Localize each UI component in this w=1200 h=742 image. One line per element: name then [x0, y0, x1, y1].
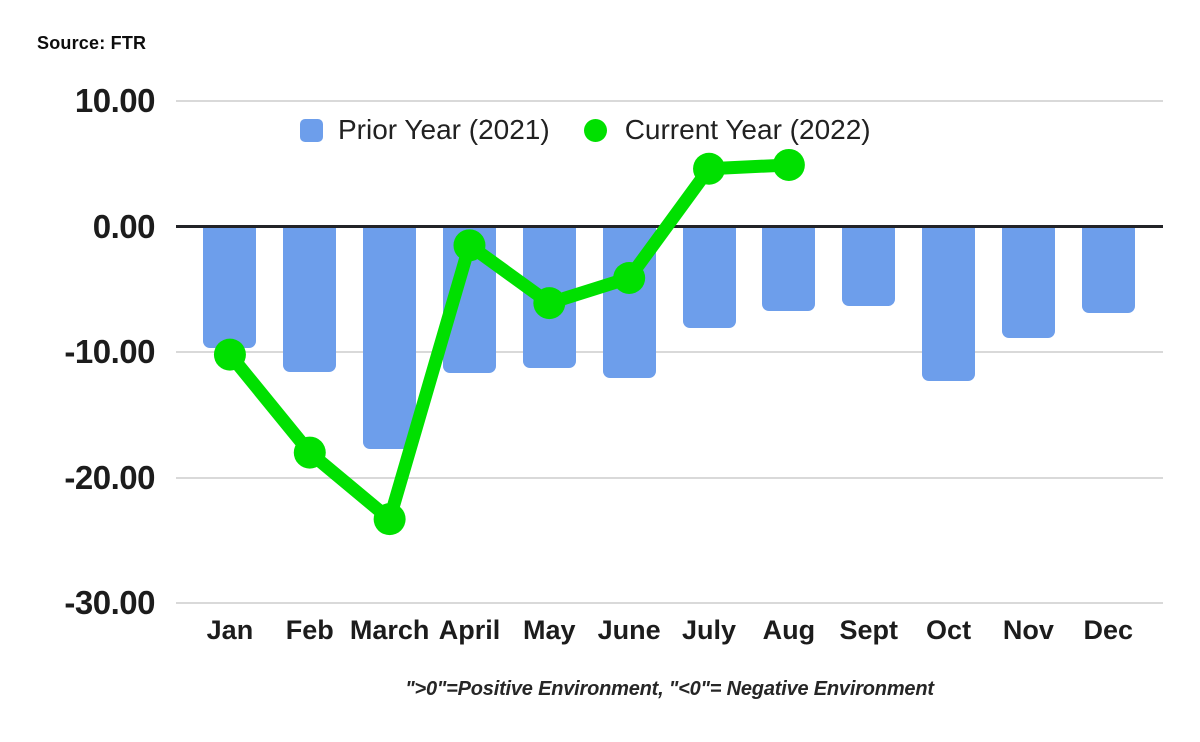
month-label-june: June — [597, 615, 661, 645]
bar-march — [363, 226, 417, 449]
legend-label-prior-year: Prior Year (2021) — [338, 114, 550, 145]
data-point-aug — [772, 148, 805, 181]
bar-june — [602, 226, 656, 379]
y-tick-label-10.00: 10.00 — [74, 81, 156, 119]
legend-swatch-current-year — [583, 118, 607, 142]
bar-nov — [1001, 226, 1055, 339]
source-label: Source: FTR — [37, 33, 147, 53]
bar-feb — [283, 226, 337, 373]
legend-swatch-prior-year — [300, 118, 323, 142]
month-label-sept: Sept — [839, 615, 898, 645]
bar-sept — [842, 226, 896, 306]
gridline-10.00 — [176, 99, 1163, 102]
month-label-april: April — [438, 615, 501, 645]
y-tick-label-0.00: 0.00 — [92, 207, 156, 245]
gridline--20.00 — [176, 476, 1163, 479]
zero-axis-line — [176, 225, 1163, 228]
bar-july — [682, 226, 736, 329]
data-point-feb — [293, 436, 326, 469]
month-label-jan: Jan — [206, 615, 254, 645]
bar-jan — [203, 226, 257, 349]
month-label-dec: Dec — [1083, 615, 1134, 645]
gridline--30.00 — [176, 602, 1163, 605]
month-label-may: May — [523, 615, 576, 645]
bar-aug — [762, 226, 816, 311]
data-point-july — [693, 152, 726, 185]
bar-dec — [1081, 226, 1135, 314]
month-label-nov: Nov — [1002, 615, 1054, 645]
bar-may — [522, 226, 576, 369]
month-label-july: July — [682, 615, 737, 645]
legend: Prior Year (2021) Current Year (2022) — [300, 114, 871, 146]
y-tick-label--20.00: -20.00 — [64, 458, 155, 496]
y-tick-label--10.00: -10.00 — [64, 333, 155, 371]
y-tick-label--30.00: -30.00 — [64, 584, 155, 622]
legend-label-current-year: Current Year (2022) — [624, 114, 871, 145]
bar-april — [442, 226, 496, 374]
bar-oct — [922, 226, 976, 381]
month-label-aug: Aug — [762, 615, 816, 645]
month-label-oct: Oct — [926, 615, 972, 645]
month-label-feb: Feb — [285, 615, 334, 645]
data-point-march — [373, 503, 406, 536]
footnote: ">0"=Positive Environment, "<0"= Negativ… — [405, 678, 934, 700]
month-label-march: March — [349, 615, 430, 645]
